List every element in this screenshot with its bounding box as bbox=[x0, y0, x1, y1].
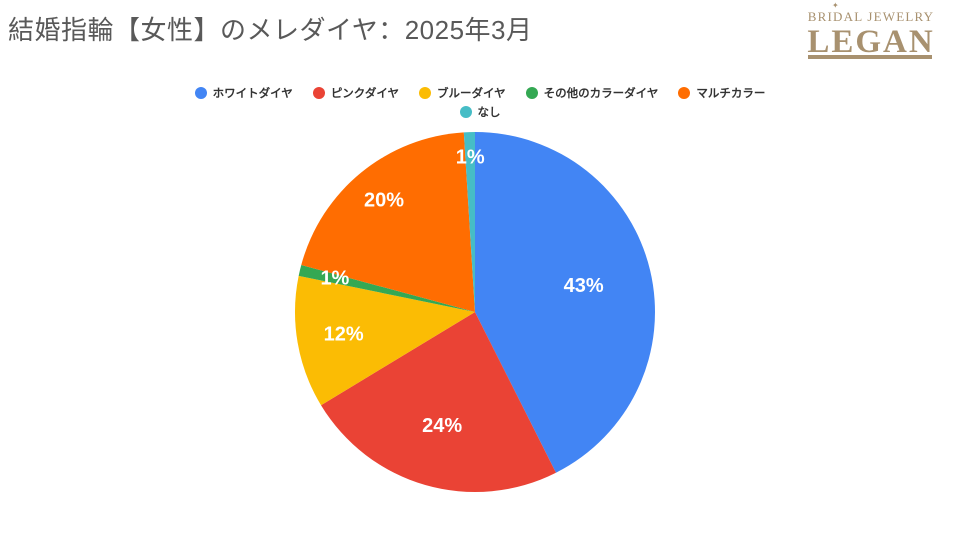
legend-row: なし bbox=[459, 102, 501, 121]
sparkle-icon: ✦ bbox=[832, 1, 840, 10]
legend-item: その他のカラーダイヤ bbox=[525, 85, 659, 101]
legend-swatch-icon bbox=[678, 86, 691, 99]
legend-label: なし bbox=[477, 106, 501, 119]
logo-brand-name: LEGAN bbox=[807, 25, 934, 60]
legend-swatch-icon bbox=[312, 86, 325, 99]
legend-row: ホワイトダイヤ ピンクダイヤ ブルーダイヤ その他のカラーダイヤ マルチカラー bbox=[194, 83, 765, 102]
pie-slice-5 bbox=[463, 132, 475, 312]
legend-label: ブルーダイヤ bbox=[437, 87, 506, 100]
legend-label: ピンクダイヤ bbox=[330, 87, 400, 100]
legend-swatch-icon bbox=[459, 105, 472, 118]
legend-label: その他のカラーダイヤ bbox=[543, 87, 659, 100]
logo-tagline: ✦ BRIDAL JEWELRY bbox=[796, 1, 946, 24]
legend-swatch-icon bbox=[194, 86, 207, 99]
legend-item: ホワイトダイヤ bbox=[194, 85, 293, 101]
pie-slice-4 bbox=[301, 132, 475, 312]
slice-label-2: 12% bbox=[324, 324, 364, 346]
slice-label-1: 24% bbox=[422, 415, 462, 437]
legend-swatch-icon bbox=[525, 86, 538, 99]
legend-item: ピンクダイヤ bbox=[312, 85, 400, 101]
pie-slice-2 bbox=[295, 275, 475, 406]
legend-label: マルチカラー bbox=[696, 87, 766, 100]
logo-underline bbox=[808, 54, 932, 59]
legend-item: ブルーダイヤ bbox=[419, 85, 506, 101]
page-title: 結婚指輪【女性】のメレダイヤ：2025年3月 bbox=[8, 15, 533, 45]
pie-slice-1 bbox=[321, 312, 556, 492]
legend-swatch-icon bbox=[419, 86, 432, 99]
slice-label-5: 1% bbox=[456, 146, 485, 168]
slice-label-4: 20% bbox=[364, 189, 404, 211]
logo-tagline-text: BRIDAL JEWELRY bbox=[807, 9, 935, 24]
brand-logo: ✦ BRIDAL JEWELRY LEGAN bbox=[796, 1, 946, 60]
pie-slice-3 bbox=[298, 264, 475, 312]
slice-label-3: 1% bbox=[320, 268, 349, 290]
legend-item: マルチカラー bbox=[678, 85, 765, 101]
slice-label-0: 43% bbox=[564, 275, 604, 297]
chart-legend: ホワイトダイヤ ピンクダイヤ ブルーダイヤ その他のカラーダイヤ マルチカラーなし bbox=[0, 83, 960, 121]
legend-item: なし bbox=[459, 104, 501, 120]
logo-brand-text: LEGAN bbox=[807, 24, 935, 61]
pie-chart: 43% 24% 12% 1% 20% 1% bbox=[295, 132, 655, 492]
legend-label: ホワイトダイヤ bbox=[212, 87, 293, 100]
pie-slice-0 bbox=[475, 132, 655, 473]
